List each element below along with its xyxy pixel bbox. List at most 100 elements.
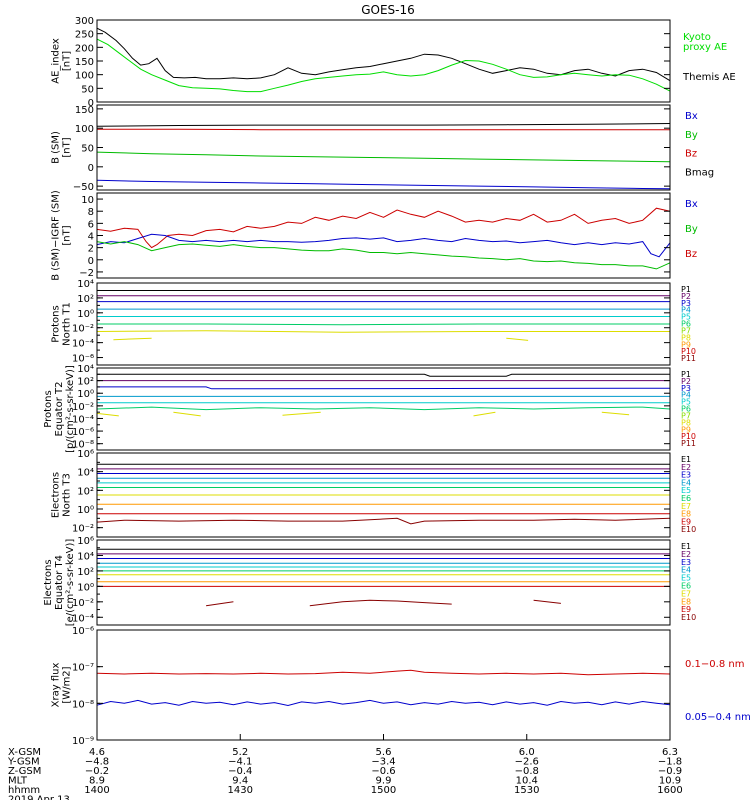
- series-line-e_t4-11: [533, 599, 561, 604]
- series-line-p_t2-5: [96, 406, 671, 411]
- legend-entry: P2: [681, 292, 691, 301]
- legend-entry: E9: [681, 605, 691, 614]
- x-tick-label: −0.8: [515, 766, 539, 777]
- y-axis-label: [e/(cm²-s-sr-keV)]: [65, 539, 76, 627]
- legend-entry: P4: [681, 391, 691, 400]
- x-tick-label: −1.8: [658, 757, 682, 768]
- date-label: 2019 Apr 13: [8, 795, 70, 800]
- legend-entry: P8: [681, 418, 691, 427]
- series-line-xray-1: [96, 699, 671, 707]
- y-axis-label: [W/m2]: [62, 666, 73, 703]
- series-line-p_t2-10: [601, 411, 630, 416]
- legend-entry: E2: [681, 463, 691, 472]
- x-tick-label: 6.3: [662, 747, 678, 758]
- legend-entry: Themis AE: [682, 72, 736, 83]
- y-axis-label: [nT]: [62, 225, 73, 245]
- y-tick-label: 8: [88, 207, 94, 218]
- y-tick-label: 10²: [77, 486, 94, 497]
- y-axis-label: B (SM)−IGRF (SM): [51, 190, 62, 281]
- legend-entry: P5: [681, 313, 691, 322]
- chart-title: GOES-16: [361, 3, 415, 17]
- series-line-p_t1-7: [113, 337, 152, 341]
- x-row-label: Y-GSM: [7, 757, 40, 768]
- legend-entry: P11: [681, 439, 696, 448]
- panel-frame: [96, 452, 671, 538]
- x-tick-label: 1530: [514, 785, 539, 796]
- legend-entry: P2: [681, 377, 691, 386]
- y-axis-label: [p/(cm²-s-sr-keV)]: [65, 365, 76, 453]
- series-line-p_t2-7: [173, 411, 201, 417]
- legend-entry: E4: [681, 478, 691, 487]
- legend-entry: E3: [681, 471, 691, 480]
- panel-frame: [96, 629, 671, 741]
- series-line-p_t1-8: [506, 337, 529, 341]
- y-tick-label: 10⁰: [77, 389, 94, 400]
- y-tick-label: 10⁻⁸: [72, 440, 94, 451]
- series-line-xray-0: [96, 669, 671, 676]
- legend-entry: P5: [681, 398, 691, 407]
- x-tick-label: 10.4: [516, 776, 538, 787]
- y-tick-label: 0: [88, 163, 94, 174]
- x-row-label: Z-GSM: [8, 766, 41, 777]
- legend-entry: E5: [681, 574, 691, 583]
- y-axis-label: Electrons: [51, 472, 62, 518]
- panel-frame: [96, 19, 671, 103]
- series-line-p_t2-6: [96, 412, 119, 417]
- series-line-e_t4-10: [309, 599, 452, 607]
- legend-entry: P7: [681, 326, 691, 335]
- y-tick-label: 10²: [77, 377, 94, 388]
- legend-entry: P3: [681, 384, 691, 393]
- x-row-label: hhmm: [8, 785, 40, 796]
- y-tick-label: 50: [81, 84, 94, 95]
- y-axis-label: North T1: [62, 302, 73, 346]
- y-axis-label: [nT]: [62, 137, 73, 157]
- series-line-p_t1-5: [97, 323, 670, 326]
- y-tick-label: 10⁴: [77, 468, 94, 479]
- legend-entry: E7: [681, 502, 691, 511]
- legend-entry: Bz: [685, 249, 697, 260]
- legend-entry: P1: [681, 285, 691, 294]
- y-tick-label: 10⁻⁶: [72, 354, 94, 365]
- legend-entry: 0.1−0.8 nm: [685, 659, 744, 670]
- legend-entry: Bmag: [685, 167, 714, 178]
- legend-entry: 0.05−0.4 nm: [685, 712, 750, 723]
- y-tick-label: 0: [88, 98, 94, 109]
- series-line-ae-1: [96, 38, 671, 93]
- legend-entry: By: [685, 224, 698, 235]
- legend-entry: P9: [681, 425, 691, 434]
- legend-entry: Bz: [685, 149, 697, 160]
- panel-ae: 0 50 100 150 200 250 300 AE_index [nT] Kyotoproxy…: [51, 16, 736, 109]
- x-tick-label: 6.0: [519, 747, 535, 758]
- y-axis-label: Protons: [43, 390, 54, 427]
- legend-entry: E6: [681, 494, 691, 503]
- y-axis-label: [nT]: [62, 51, 73, 71]
- series-line-p_t2-2: [97, 386, 671, 390]
- y-tick-label: 150: [75, 105, 94, 116]
- x-tick-label: −0.9: [658, 766, 682, 777]
- legend-entry: P10: [681, 347, 696, 356]
- x-tick-label: 9.9: [376, 776, 392, 787]
- panel-xray: 10⁻⁹ 10⁻⁸ 10⁻⁷ 10⁻⁶ Xray flux [W/m2] 0.1−0.8 n…: [51, 626, 750, 747]
- legend-entry: proxy AE: [683, 42, 727, 53]
- legend-entry: E10: [681, 613, 696, 622]
- series-line-e_t4-9: [206, 601, 234, 607]
- x-row-label: MLT: [8, 776, 28, 787]
- y-axis-label: North T3: [62, 473, 73, 517]
- panel-frame: [96, 104, 671, 191]
- legend-entry: E8: [681, 597, 691, 606]
- y-tick-label: 10⁻²: [72, 598, 94, 609]
- y-tick-label: 10⁴: [77, 551, 94, 562]
- legend-entry: E5: [681, 486, 691, 495]
- y-tick-label: 10⁻²: [72, 402, 94, 413]
- legend-entry: P10: [681, 432, 696, 441]
- panel-frame: [96, 282, 671, 366]
- series-line-bdiff-1: [96, 233, 671, 258]
- y-tick-label: 10⁻⁴: [72, 613, 94, 624]
- x-tick-label: 4.6: [89, 747, 105, 758]
- y-tick-label: 10²: [77, 567, 94, 578]
- panel-bsm: −50 0 50 100 150 B (SM) [nT] Bx By Bz Bmag: [51, 104, 714, 193]
- x-tick-label: −0.2: [85, 766, 109, 777]
- legend-entry: P9: [681, 340, 691, 349]
